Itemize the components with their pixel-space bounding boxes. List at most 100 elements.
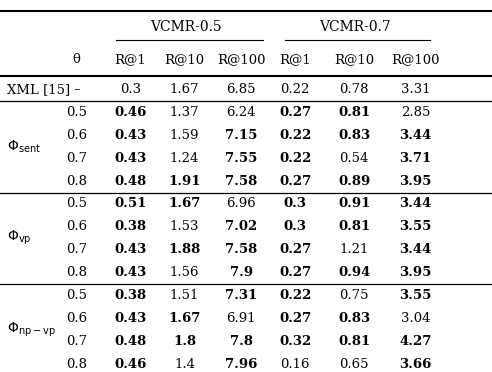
Text: 7.58: 7.58 (225, 243, 257, 256)
Text: 1.53: 1.53 (170, 220, 199, 233)
Text: 3.66: 3.66 (400, 358, 432, 371)
Text: 0.7: 0.7 (66, 243, 87, 256)
Text: 0.46: 0.46 (114, 358, 147, 371)
Text: 1.51: 1.51 (170, 289, 199, 302)
Text: 0.6: 0.6 (66, 220, 87, 233)
Text: 3.55: 3.55 (400, 220, 432, 233)
Text: 0.83: 0.83 (338, 129, 370, 142)
Text: 1.67: 1.67 (170, 83, 199, 96)
Text: 1.21: 1.21 (339, 243, 369, 256)
Text: 0.89: 0.89 (338, 174, 370, 187)
Text: 0.81: 0.81 (338, 335, 370, 348)
Text: 3.55: 3.55 (400, 289, 432, 302)
Text: 0.22: 0.22 (280, 83, 310, 96)
Text: 1.24: 1.24 (170, 152, 199, 165)
Text: 0.54: 0.54 (339, 152, 369, 165)
Text: 0.81: 0.81 (338, 220, 370, 233)
Text: 0.78: 0.78 (339, 83, 369, 96)
Text: 2.85: 2.85 (401, 106, 430, 119)
Text: R@1: R@1 (115, 53, 146, 66)
Text: 0.27: 0.27 (279, 106, 311, 119)
Text: 0.48: 0.48 (114, 335, 147, 348)
Text: 0.46: 0.46 (114, 106, 147, 119)
Text: 0.5: 0.5 (66, 198, 87, 211)
Text: 4.27: 4.27 (400, 335, 432, 348)
Text: 0.91: 0.91 (338, 198, 370, 211)
Text: 0.27: 0.27 (279, 243, 311, 256)
Text: 0.5: 0.5 (66, 289, 87, 302)
Text: 0.5: 0.5 (66, 106, 87, 119)
Text: 7.15: 7.15 (225, 129, 257, 142)
Text: –: – (73, 83, 80, 96)
Text: 0.8: 0.8 (66, 266, 87, 279)
Text: $\Phi_{\mathrm{np-vp}}$: $\Phi_{\mathrm{np-vp}}$ (7, 321, 56, 339)
Text: 0.3: 0.3 (120, 83, 141, 96)
Text: VCMR-0.7: VCMR-0.7 (320, 20, 391, 34)
Text: 7.9: 7.9 (229, 266, 253, 279)
Text: 0.94: 0.94 (338, 266, 370, 279)
Text: 3.31: 3.31 (401, 83, 430, 96)
Text: 0.51: 0.51 (114, 198, 147, 211)
Text: 0.6: 0.6 (66, 129, 87, 142)
Text: 0.43: 0.43 (114, 312, 147, 325)
Text: 1.8: 1.8 (173, 335, 196, 348)
Text: 0.6: 0.6 (66, 312, 87, 325)
Text: R@100: R@100 (217, 53, 265, 66)
Text: 7.8: 7.8 (230, 335, 252, 348)
Text: 0.81: 0.81 (338, 106, 370, 119)
Text: 0.8: 0.8 (66, 358, 87, 371)
Text: 1.37: 1.37 (170, 106, 199, 119)
Text: 0.22: 0.22 (279, 289, 311, 302)
Text: 0.3: 0.3 (284, 198, 307, 211)
Text: 0.83: 0.83 (338, 312, 370, 325)
Text: 3.95: 3.95 (400, 174, 432, 187)
Text: 0.27: 0.27 (279, 266, 311, 279)
Text: 0.27: 0.27 (279, 312, 311, 325)
Text: 3.44: 3.44 (400, 243, 432, 256)
Text: R@10: R@10 (164, 53, 205, 66)
Text: 0.38: 0.38 (114, 220, 147, 233)
Text: 0.43: 0.43 (114, 152, 147, 165)
Text: 1.59: 1.59 (170, 129, 199, 142)
Text: 0.27: 0.27 (279, 174, 311, 187)
Text: 6.96: 6.96 (226, 198, 256, 211)
Text: 3.44: 3.44 (400, 198, 432, 211)
Text: 0.43: 0.43 (114, 266, 147, 279)
Text: $\Phi_{\mathrm{sent}}$: $\Phi_{\mathrm{sent}}$ (7, 138, 41, 155)
Text: 7.58: 7.58 (225, 174, 257, 187)
Text: R@10: R@10 (334, 53, 374, 66)
Text: R@1: R@1 (279, 53, 311, 66)
Text: 7.55: 7.55 (225, 152, 257, 165)
Text: 3.71: 3.71 (400, 152, 432, 165)
Text: 0.65: 0.65 (339, 358, 369, 371)
Text: 6.91: 6.91 (226, 312, 256, 325)
Text: 0.43: 0.43 (114, 243, 147, 256)
Text: 3.44: 3.44 (400, 129, 432, 142)
Text: 0.22: 0.22 (279, 152, 311, 165)
Text: XML [15]: XML [15] (7, 83, 70, 96)
Text: 1.4: 1.4 (174, 358, 195, 371)
Text: 6.85: 6.85 (226, 83, 256, 96)
Text: 3.95: 3.95 (400, 266, 432, 279)
Text: 3.04: 3.04 (401, 312, 430, 325)
Text: 0.22: 0.22 (279, 129, 311, 142)
Text: 1.91: 1.91 (168, 174, 201, 187)
Text: 0.3: 0.3 (284, 220, 307, 233)
Text: 0.7: 0.7 (66, 152, 87, 165)
Text: 0.75: 0.75 (339, 289, 369, 302)
Text: 7.96: 7.96 (225, 358, 257, 371)
Text: 6.24: 6.24 (226, 106, 256, 119)
Text: R@100: R@100 (392, 53, 440, 66)
Text: 0.8: 0.8 (66, 174, 87, 187)
Text: 0.48: 0.48 (114, 174, 147, 187)
Text: θ: θ (72, 53, 80, 66)
Text: 1.56: 1.56 (170, 266, 199, 279)
Text: 0.32: 0.32 (279, 335, 311, 348)
Text: 7.02: 7.02 (225, 220, 257, 233)
Text: 1.67: 1.67 (168, 312, 201, 325)
Text: 1.88: 1.88 (168, 243, 201, 256)
Text: 0.7: 0.7 (66, 335, 87, 348)
Text: 7.31: 7.31 (225, 289, 257, 302)
Text: $\Phi_{\mathrm{vp}}$: $\Phi_{\mathrm{vp}}$ (7, 229, 32, 247)
Text: VCMR-0.5: VCMR-0.5 (150, 20, 221, 34)
